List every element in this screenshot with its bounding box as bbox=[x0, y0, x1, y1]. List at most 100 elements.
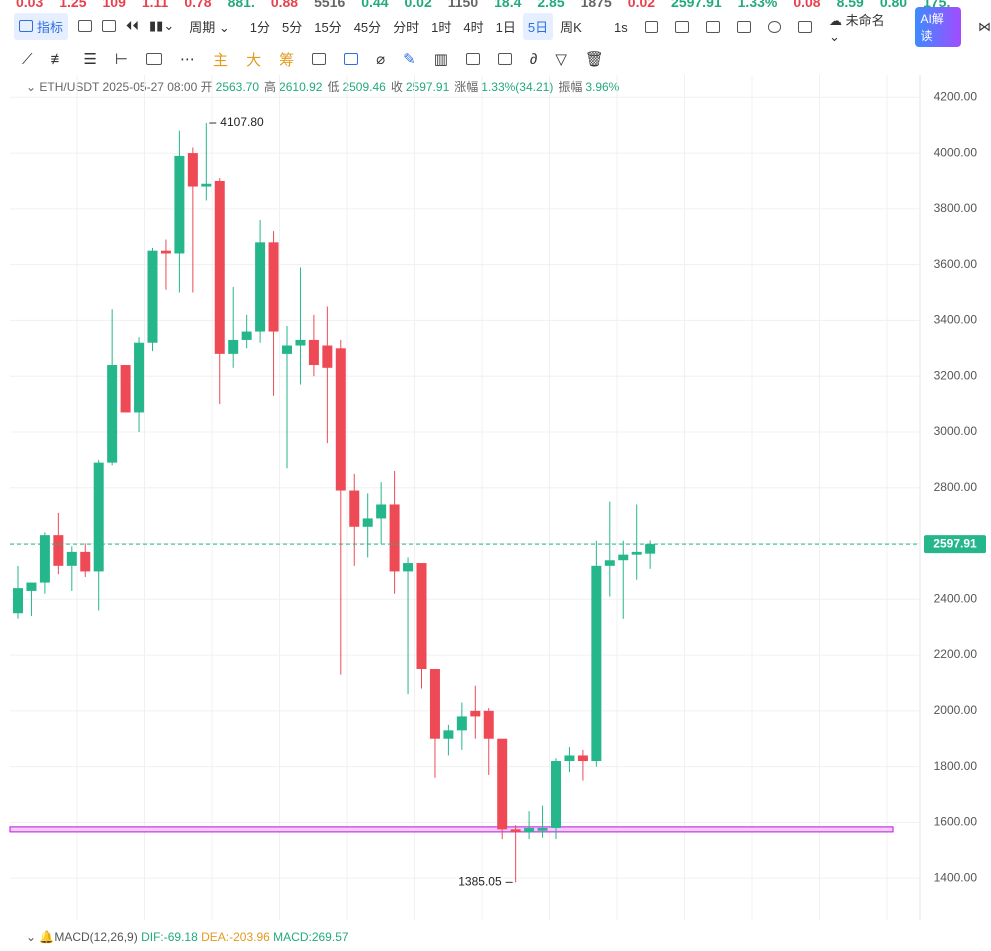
icon[interactable] bbox=[767, 21, 782, 33]
icon[interactable] bbox=[736, 21, 751, 33]
candle-body bbox=[618, 554, 629, 561]
icon[interactable] bbox=[497, 53, 512, 65]
ticker-item: 8.59 bbox=[836, 0, 864, 10]
candle-body bbox=[308, 339, 319, 366]
interval-button[interactable]: 分时 bbox=[393, 19, 420, 35]
icon[interactable] bbox=[312, 53, 327, 65]
y-tick-label: 2400.00 bbox=[934, 591, 978, 605]
icon[interactable]: ☰ bbox=[83, 51, 97, 68]
ticker-item: 0.02 bbox=[404, 0, 432, 10]
interval-button[interactable]: 1分 bbox=[249, 19, 270, 35]
price-tag bbox=[924, 535, 986, 554]
candle-body bbox=[134, 342, 145, 413]
icon[interactable]: ≢ bbox=[50, 50, 66, 68]
chart: 1400.00 1600.00 1800.00 2000.00 2200.00 2400.… bbox=[9, 75, 986, 920]
icon[interactable]: ⟋ bbox=[22, 50, 33, 68]
candle-body bbox=[564, 755, 575, 762]
candle-body bbox=[255, 242, 266, 332]
candle-body bbox=[389, 504, 400, 572]
y-tick-label: 3400.00 bbox=[934, 313, 978, 327]
icon[interactable] bbox=[465, 53, 480, 65]
ticker-item: 2.85 bbox=[537, 0, 565, 10]
info-line: ⌄ ETH/USDT 2025-05-27 08:00 开 2563.70 高 261… bbox=[26, 78, 624, 95]
interval-button[interactable]: 1日 bbox=[495, 19, 516, 35]
interval-button[interactable]: 周K bbox=[560, 19, 582, 35]
icon[interactable]: ▥ bbox=[433, 51, 448, 68]
candle-body bbox=[551, 761, 561, 828]
candle-body bbox=[39, 535, 50, 583]
period-button[interactable]: 周期 ⌄ bbox=[189, 19, 230, 35]
field-value: 2597.91 bbox=[405, 80, 450, 94]
indicator-label: 指标 bbox=[37, 19, 64, 35]
icon[interactable]: 🗑 bbox=[584, 51, 604, 68]
candle-body bbox=[403, 563, 414, 572]
y-tick-label: 1400.00 bbox=[934, 870, 978, 884]
ticker-item: 881. bbox=[227, 0, 255, 10]
interval-button[interactable]: 1时 bbox=[431, 19, 452, 35]
icon[interactable]: ▽ bbox=[555, 51, 567, 68]
candle-body bbox=[524, 827, 535, 833]
candle-body bbox=[497, 738, 508, 830]
y-tick-label: 3600.00 bbox=[934, 257, 978, 271]
interval-button[interactable]: 5日 bbox=[522, 12, 554, 40]
layout-select[interactable]: ☁ 未命名 ⌄ bbox=[829, 12, 885, 44]
interval-group: 1分 5分 15分 45分 分时 1时 4时 1日 5日 周K bbox=[245, 12, 587, 40]
y-tick-label: 2000.00 bbox=[934, 703, 978, 717]
symbol: ETH/USDT bbox=[39, 80, 100, 94]
icon[interactable]: ✎ bbox=[403, 51, 416, 68]
y-tick-label: 3000.00 bbox=[934, 424, 978, 438]
interval-button[interactable]: 4时 bbox=[463, 19, 484, 35]
icon[interactable]: ⏴⏴ bbox=[126, 18, 140, 33]
ticker-item: 1.11 bbox=[141, 0, 169, 10]
icon[interactable]: ⋯ bbox=[180, 51, 196, 68]
interval-button[interactable]: 15分 bbox=[314, 19, 342, 35]
tool[interactable]: 主 bbox=[213, 51, 229, 69]
field-value: 2610.92 bbox=[279, 80, 323, 94]
candle-body bbox=[214, 180, 225, 354]
icon[interactable]: ⌀ bbox=[376, 51, 386, 68]
period-label: 周期 bbox=[189, 19, 216, 35]
ai-button[interactable]: AI解读 bbox=[914, 7, 962, 47]
interval-button[interactable]: 45分 bbox=[353, 19, 382, 35]
y-tick-label: 3200.00 bbox=[934, 368, 978, 382]
candle-body bbox=[322, 345, 333, 368]
price-label: 2597.91 bbox=[933, 536, 977, 550]
icon[interactable]: ▮▮⌄ bbox=[149, 18, 175, 33]
candle-body bbox=[510, 829, 521, 833]
tool[interactable]: 筹 bbox=[279, 51, 295, 69]
icon[interactable]: ⊢ bbox=[114, 51, 129, 68]
toolbar: 指标 ⏴⏴ ▮▮⌄ 周期 ⌄ 1分 5分 15分 45分 分时 1时 4时 1日 5日 周K bbox=[14, 12, 587, 40]
candle-body bbox=[362, 518, 373, 527]
candle-body bbox=[376, 504, 387, 519]
speed[interactable]: 1s bbox=[614, 19, 628, 35]
ticker-item: 1.25 bbox=[59, 0, 87, 10]
icon[interactable] bbox=[344, 53, 359, 65]
icon[interactable]: ∂ bbox=[529, 50, 538, 68]
tool[interactable]: 大 bbox=[246, 51, 262, 69]
candle-body bbox=[120, 365, 131, 413]
toolbar-right: 1s ☁ 未命名 ⌄ AI解读 ⋈ bbox=[614, 7, 991, 47]
icon[interactable] bbox=[644, 21, 659, 33]
ticker-item: 0.80 bbox=[879, 0, 908, 10]
candle-body bbox=[577, 755, 588, 762]
ticker-item: 2597.91 bbox=[671, 0, 722, 10]
icon[interactable] bbox=[706, 21, 720, 33]
candle-body bbox=[443, 730, 454, 739]
candle-body bbox=[349, 490, 360, 527]
layout-name: 未命名 bbox=[845, 12, 885, 28]
candle-body bbox=[483, 710, 494, 739]
icon[interactable] bbox=[675, 21, 690, 33]
dea: DEA:-203.96 bbox=[201, 930, 270, 944]
candle-body bbox=[174, 155, 185, 254]
icon[interactable] bbox=[102, 20, 117, 32]
ticker-item: 109 bbox=[102, 0, 126, 10]
candle-body bbox=[631, 551, 642, 555]
icon[interactable] bbox=[78, 20, 93, 32]
indicator-button[interactable]: 指标 bbox=[14, 12, 69, 40]
interval-button[interactable]: 5分 bbox=[281, 19, 303, 35]
icon[interactable]: ⋈ bbox=[978, 19, 991, 34]
candle-body bbox=[107, 365, 118, 463]
icon[interactable] bbox=[146, 53, 163, 65]
icon[interactable] bbox=[798, 21, 813, 33]
low-label: 1385.05 bbox=[458, 875, 502, 889]
